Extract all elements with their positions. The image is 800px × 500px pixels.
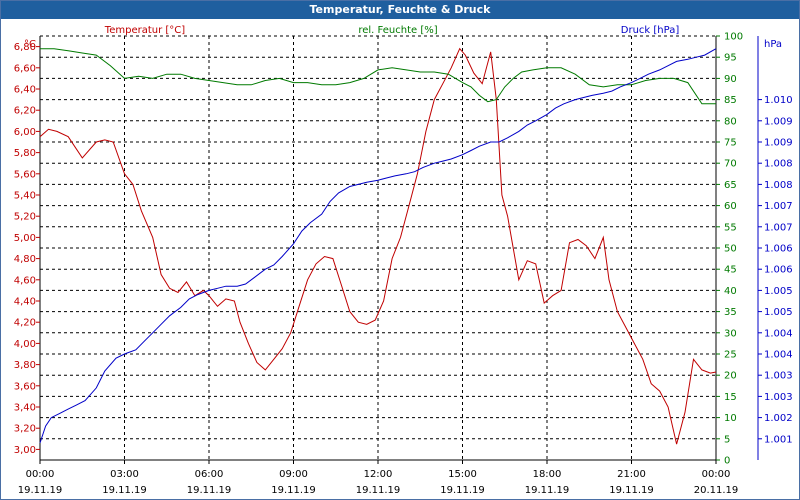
x-tick-date-label: 19.11.19 (102, 485, 147, 496)
pressure-tick-label: 1.001 (764, 434, 793, 445)
x-tick-time-label: 00:00 (26, 469, 55, 480)
temperature-axis-title: Temperatur [°C] (104, 25, 185, 36)
temperature-tick-label: 3,20 (14, 424, 36, 435)
humidity-tick-label: 10 (724, 413, 737, 424)
temperature-tick-label: 6,60 (14, 63, 36, 74)
x-tick-date-label: 19.11.19 (18, 485, 63, 496)
humidity-tick-label: 55 (724, 222, 737, 233)
x-tick-date-label: 20.11.19 (694, 485, 739, 496)
temperature-tick-label: 4,40 (14, 297, 36, 308)
humidity-axis-title: rel. Feuchte [%] (358, 25, 437, 36)
x-tick-time-label: 03:00 (110, 469, 139, 480)
chart-title: Temperatur, Feuchte & Druck (1, 1, 799, 19)
x-tick-time-label: 15:00 (448, 469, 477, 480)
pressure-tick-label: 1.002 (764, 413, 793, 424)
temperature-unit-label: °C (24, 39, 36, 50)
humidity-tick-label: 45 (724, 265, 737, 276)
humidity-tick-label: 100 (724, 32, 743, 43)
pressure-tick-label: 1.007 (764, 222, 793, 233)
x-tick-time-label: 00:00 (702, 469, 731, 480)
x-tick-date-label: 19.11.19 (187, 485, 232, 496)
humidity-tick-label: 85 (724, 95, 737, 106)
temperature-tick-label: 5,00 (14, 233, 36, 244)
humidity-tick-label: 70 (724, 159, 737, 170)
pressure-unit-label: hPa (764, 39, 782, 50)
x-tick-date-label: 19.11.19 (356, 485, 401, 496)
x-tick-date-label: 19.11.19 (609, 485, 654, 496)
temperature-tick-label: 6,00 (14, 127, 36, 138)
pressure-tick-label: 1.004 (764, 328, 793, 339)
temperature-tick-label: 3,60 (14, 381, 36, 392)
x-tick-date-label: 19.11.19 (525, 485, 570, 496)
temperature-tick-label: 5,60 (14, 169, 36, 180)
pressure-axis-title: Druck [hPa] (621, 25, 680, 36)
x-tick-time-label: 06:00 (195, 469, 224, 480)
humidity-tick-label: 60 (724, 201, 737, 212)
humidity-tick-label: 80 (724, 116, 737, 127)
pressure-tick-label: 1.008 (764, 159, 793, 170)
humidity-tick-label: 95 (724, 53, 737, 64)
temperature-tick-label: 6,20 (14, 106, 36, 117)
pressure-tick-label: 1.009 (764, 116, 793, 127)
x-tick-time-label: 21:00 (617, 469, 646, 480)
temperature-tick-label: 3,00 (14, 445, 36, 456)
humidity-tick-label: 5 (724, 434, 730, 445)
pressure-tick-label: 1.003 (764, 392, 793, 403)
temperature-tick-label: 3,80 (14, 360, 36, 371)
pressure-series-line (39, 48, 717, 444)
pressure-tick-label: 1.004 (764, 350, 793, 361)
humidity-tick-label: 25 (724, 350, 737, 361)
temperature-series-line (39, 47, 717, 445)
pressure-tick-label: 1.006 (764, 244, 793, 255)
humidity-tick-label: 35 (724, 307, 737, 318)
pressure-tick-label: 1.008 (764, 180, 793, 191)
temperature-tick-label: 4,80 (14, 254, 36, 265)
temperature-tick-label: 6,80 (14, 42, 36, 53)
temperature-tick-label: 5,20 (14, 212, 36, 223)
humidity-tick-label: 90 (724, 74, 737, 85)
pressure-tick-label: 1.010 (764, 95, 793, 106)
humidity-tick-label: 30 (724, 328, 737, 339)
pressure-tick-label: 1.005 (764, 286, 793, 297)
temperature-tick-label: 4,00 (14, 339, 36, 350)
humidity-tick-label: 75 (724, 138, 737, 149)
humidity-series-line (40, 48, 716, 105)
humidity-tick-label: 50 (724, 244, 737, 255)
temperature-tick-label: 5,40 (14, 191, 36, 202)
pressure-tick-label: 1.009 (764, 138, 793, 149)
x-tick-time-label: 18:00 (533, 469, 562, 480)
pressure-tick-label: 1.003 (764, 371, 793, 382)
humidity-tick-label: 0 (724, 456, 730, 467)
humidity-tick-label: 65 (724, 180, 737, 191)
temperature-tick-label: 4,20 (14, 318, 36, 329)
temperature-tick-label: 3,40 (14, 403, 36, 414)
x-tick-date-label: 19.11.19 (440, 485, 485, 496)
pressure-tick-label: 1.006 (764, 265, 793, 276)
humidity-tick-label: 15 (724, 392, 737, 403)
x-tick-date-label: 19.11.19 (271, 485, 316, 496)
humidity-tick-label: 20 (724, 371, 737, 382)
temperature-tick-label: 4,60 (14, 275, 36, 286)
x-tick-time-label: 12:00 (364, 469, 393, 480)
pressure-tick-label: 1.005 (764, 307, 793, 318)
temperature-tick-label: 6,40 (14, 85, 36, 96)
pressure-tick-label: 1.007 (764, 201, 793, 212)
temperature-tick-label: 5,80 (14, 148, 36, 159)
x-tick-time-label: 09:00 (279, 469, 308, 480)
humidity-tick-label: 40 (724, 286, 737, 297)
